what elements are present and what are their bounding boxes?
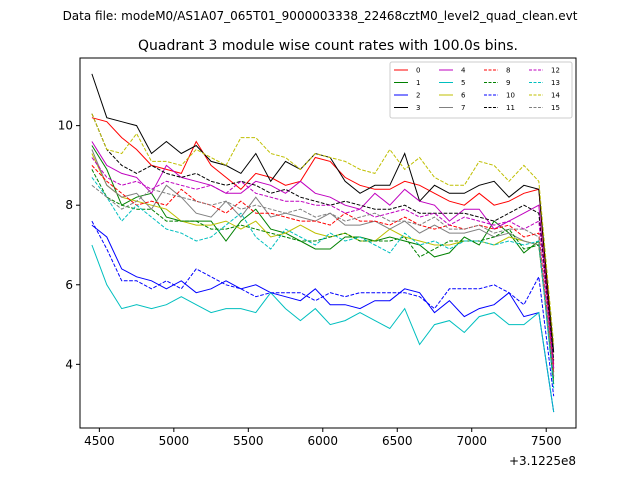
x-tick-label: 5000 [159,434,190,448]
legend-label-11: 11 [506,104,515,112]
legend-label-15: 15 [551,104,560,112]
series-line-4 [91,141,555,369]
y-tick-label: 6 [65,278,73,292]
legend-label-5: 5 [461,79,465,87]
legend-label-14: 14 [551,92,560,100]
x-tick-label: 6500 [382,434,413,448]
legend-label-8: 8 [506,67,510,75]
y-tick-label: 10 [58,119,73,133]
x-axis: 4500 5000 5500 6000 6500 7000 7500 [84,428,561,448]
series-line-15 [91,184,555,377]
legend-label-9: 9 [506,79,510,87]
x-tick-label: 7500 [531,434,562,448]
y-axis: 4 6 8 10 [58,119,80,371]
legend-label-0: 0 [416,67,420,75]
y-tick-label: 4 [65,357,73,371]
legend-frame [389,61,573,119]
legend-label-4: 4 [461,67,466,75]
legend-label-7: 7 [461,104,465,112]
series-group [91,73,555,413]
x-tick-label: 6000 [308,434,339,448]
legend-label-6: 6 [461,92,466,100]
axes-frame [79,57,577,429]
legend-label-13: 13 [551,79,560,87]
x-tick-label: 5500 [233,434,264,448]
series-line-7 [91,149,555,377]
series-line-14 [91,113,555,345]
legend-label-10: 10 [506,92,515,100]
series-line-13 [91,177,555,389]
series-line-12 [91,157,555,369]
x-tick-label: 7000 [456,434,487,448]
legend-label-3: 3 [416,104,420,112]
series-line-10 [91,220,555,397]
series-line-5 [91,244,555,413]
legend-label-1: 1 [416,79,420,87]
series-line-11 [91,113,555,361]
series-line-0 [91,117,555,365]
figure-suptitle: Data file: modeM0/AS1A07_065T01_90000033… [63,9,578,23]
chart-title: Quadrant 3 module wise count rates with … [138,38,518,54]
x-axis-offset-label: +3.1225e8 [509,454,576,468]
legend-label-2: 2 [416,92,420,100]
legend-label-12: 12 [551,67,560,75]
x-tick-label: 4500 [84,434,115,448]
y-tick-label: 8 [65,198,73,212]
series-line-1 [91,145,555,385]
